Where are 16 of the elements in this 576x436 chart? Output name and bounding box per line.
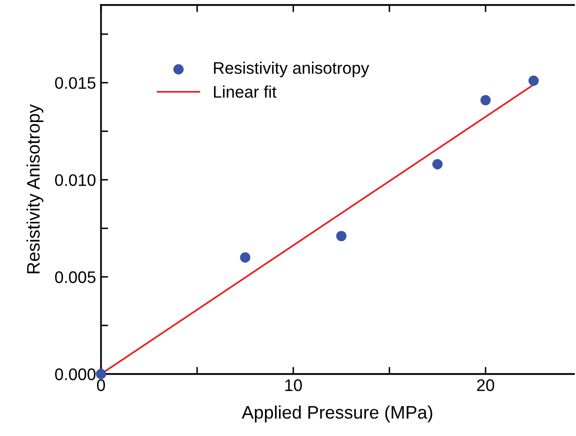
- legend-label: Linear fit: [214, 86, 276, 98]
- point: [480, 94, 491, 106]
- point: [432, 159, 443, 170]
- point: [528, 76, 539, 86]
- y-tick-label: 0.000: [55, 368, 96, 380]
- y-axis-title: Resistivity Anisotropy: [26, 104, 44, 274]
- y-tick-label: 0.010: [55, 174, 96, 186]
- x-tick-label: 20: [477, 379, 494, 392]
- y-tick-label: 0.005: [55, 271, 96, 284]
- point: [336, 230, 347, 242]
- legend-label: Resistivity anisotropy: [214, 62, 370, 78]
- y-tick-label: 0.015: [55, 77, 96, 89]
- point: [240, 252, 250, 263]
- x-axis-title: Applied Pressure (MPa): [242, 406, 432, 422]
- x-tick-label: 10: [285, 379, 302, 392]
- x-tick-label: 0: [97, 379, 105, 392]
